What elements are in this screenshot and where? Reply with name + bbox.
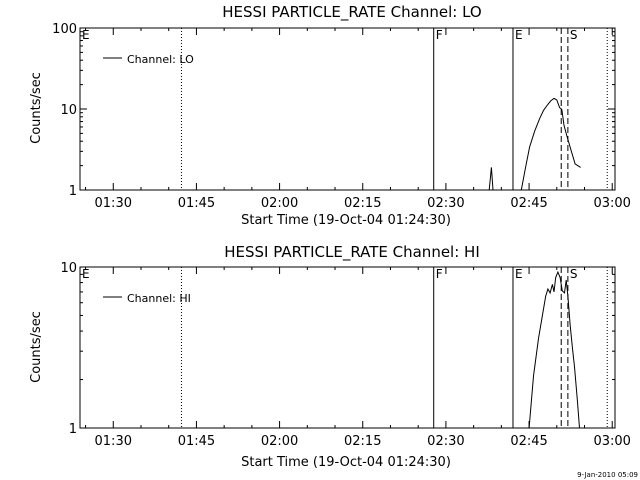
bottom-x-tick-label: 02:00 xyxy=(261,434,298,449)
top-x-tick-label: 02:45 xyxy=(510,196,547,211)
top-x-tick-label: 01:30 xyxy=(95,196,132,211)
top-x-tick-label: 03:00 xyxy=(593,196,630,211)
top-series-line xyxy=(520,97,581,191)
bottom-x-tick-label: 01:45 xyxy=(178,434,215,449)
top-chart-title: HESSI PARTICLE_RATE Channel: LO xyxy=(222,3,481,22)
top-x-tick-label: 02:15 xyxy=(344,196,381,211)
bottom-chart-title: HESSI PARTICLE_RATE Channel: HI xyxy=(224,243,480,262)
bottom-x-tick-label: 01:30 xyxy=(95,434,132,449)
bottom-marker-label: E xyxy=(515,267,523,281)
bottom-marker-label: F xyxy=(436,267,443,281)
top-x-tick-label: 02:00 xyxy=(261,196,298,211)
bottom-y-tick-label: 1 xyxy=(69,422,77,437)
top-marker-label: S xyxy=(570,28,578,42)
top-y-tick-label: 10 xyxy=(60,103,77,118)
footer-timestamp: 9-Jan-2010 05:09 xyxy=(577,471,638,479)
bottom-panel: HESSI PARTICLE_RATE Channel: HI Start Ti… xyxy=(29,243,480,470)
top-x-axis-label: Start Time (19-Oct-04 01:24:30) xyxy=(241,213,451,228)
bottom-series-line xyxy=(528,270,580,429)
bottom-y-axis-label: Counts/sec xyxy=(29,311,44,383)
bottom-x-tick-label: 03:00 xyxy=(593,434,630,449)
bottom-marker-label: E xyxy=(82,267,90,281)
top-y-axis-label: Counts/sec xyxy=(29,72,44,144)
top-series-line xyxy=(488,167,494,191)
top-marker-label: F xyxy=(436,28,443,42)
bottom-x-axis-label: Start Time (19-Oct-04 01:24:30) xyxy=(241,455,451,470)
top-x-tick-label: 01:45 xyxy=(178,196,215,211)
bottom-x-tick-label: 02:15 xyxy=(344,434,381,449)
top-marker-label: E xyxy=(515,28,523,42)
bottom-plot-frame xyxy=(79,266,616,429)
top-y-tick-label: 1 xyxy=(69,184,77,199)
bottom-y-tick-label: 10 xyxy=(60,261,77,276)
top-y-tick-label: 100 xyxy=(52,22,77,37)
top-legend-label: Channel: LO xyxy=(127,53,194,66)
top-marker-label: E xyxy=(82,28,90,42)
bottom-legend-label: Channel: HI xyxy=(127,292,191,305)
bottom-marker-label: S xyxy=(570,267,578,281)
bottom-x-tick-label: 02:30 xyxy=(427,434,464,449)
top-x-tick-label: 02:30 xyxy=(427,196,464,211)
bottom-x-tick-label: 02:45 xyxy=(510,434,547,449)
top-panel: HESSI PARTICLE_RATE Channel: LO Start Ti… xyxy=(29,3,482,228)
